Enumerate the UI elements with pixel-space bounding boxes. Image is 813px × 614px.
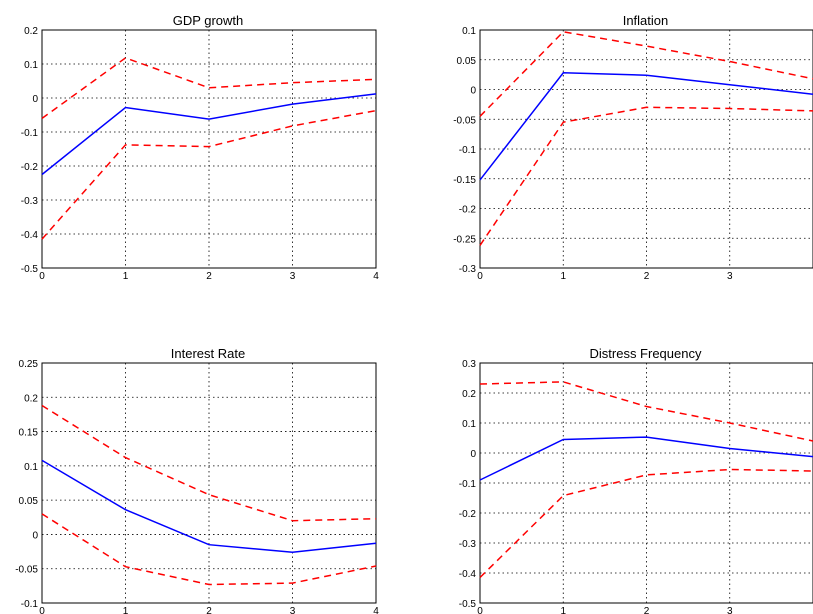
y-tick-label: -0.4 — [21, 230, 39, 241]
y-tick-label: -0.2 — [459, 509, 477, 520]
x-tick-label: 0 — [39, 606, 45, 614]
y-tick-label: 0.25 — [19, 359, 39, 370]
y-tick-label: 0.1 — [462, 419, 476, 430]
y-tick-label: 0.05 — [457, 56, 477, 67]
y-tick-label: -0.25 — [453, 234, 476, 245]
y-tick-label: -0.1 — [459, 145, 477, 156]
y-tick-label: 0.1 — [462, 26, 476, 37]
y-tick-label: -0.5 — [21, 264, 39, 275]
y-tick-label: 0.1 — [24, 462, 38, 473]
x-tick-label: 0 — [477, 271, 483, 282]
y-tick-label: 0.15 — [19, 428, 39, 439]
x-tick-label: 2 — [206, 271, 212, 282]
lower-band-line — [479, 468, 813, 579]
x-tick-label: 3 — [727, 271, 733, 282]
x-tick-label: 2 — [206, 606, 212, 614]
y-tick-label: 0 — [32, 94, 38, 105]
x-tick-label: 1 — [560, 271, 566, 282]
x-tick-label: 2 — [644, 606, 650, 614]
x-tick-label: 3 — [727, 606, 733, 614]
panel-interest-rate: -0.1 -0.05 0 0.05 0.1 0.15 0.2 0.25 0 1 2 3 4 Interes… — [15, 346, 379, 614]
x-tick-label: 3 — [290, 271, 296, 282]
y-tick-label: 0.3 — [462, 359, 476, 370]
impulse-response-line — [479, 436, 813, 481]
y-tick-label: -0.15 — [453, 175, 476, 186]
impulse-response-line — [41, 93, 377, 176]
axes-frame — [479, 29, 813, 269]
y-tick-label: 0.2 — [24, 26, 38, 37]
x-tick-label: 4 — [373, 606, 379, 614]
panel-gdp-growth: -0.5 -0.4 -0.3 -0.2 -0.1 0 0.1 0.2 0 1 2 3 4 GDP grow… — [21, 13, 379, 282]
lower-band-line — [41, 109, 377, 240]
y-tick-label: -0.1 — [459, 479, 477, 490]
panel-inflation: -0.3 -0.25 -0.2 -0.15 -0.1 -0.05 0 0.05 0.1 0 1 2 3 I… — [453, 13, 813, 282]
x-tick-label: 4 — [373, 271, 379, 282]
upper-band-line — [479, 30, 813, 117]
y-tick-label: -0.3 — [459, 264, 477, 275]
y-tick-label: 0.05 — [19, 496, 39, 507]
axes-frame — [41, 29, 377, 269]
y-tick-label: 0.2 — [462, 389, 476, 400]
panel-distress-frequency: -0.5 -0.4 -0.3 -0.2 -0.1 0 0.1 0.2 0.3 0 1 2 3 Distre… — [459, 346, 813, 614]
y-tick-label: -0.5 — [459, 599, 477, 610]
x-tick-label: 1 — [560, 606, 566, 614]
y-tick-label: -0.05 — [15, 565, 38, 576]
y-tick-label: 0.1 — [24, 60, 38, 71]
y-tick-label: -0.2 — [459, 205, 477, 216]
chart-title-interest-rate: Interest Rate — [171, 346, 245, 361]
y-tick-label: 0 — [470, 86, 476, 97]
upper-band-line — [479, 381, 813, 442]
y-tick-label: -0.3 — [459, 539, 477, 550]
impulse-response-line — [479, 72, 813, 181]
y-tick-label: -0.4 — [459, 569, 477, 580]
chart-title-gdp-growth: GDP growth — [173, 13, 244, 28]
lower-band-line — [479, 106, 813, 246]
y-tick-label: -0.05 — [453, 115, 476, 126]
chart-title-distress-frequency: Distress Frequency — [590, 346, 702, 361]
y-tick-label: 0 — [470, 449, 476, 460]
upper-band-line — [41, 57, 377, 120]
y-tick-label: -0.1 — [21, 599, 39, 610]
y-tick-label: -0.2 — [21, 162, 39, 173]
y-tick-label: -0.3 — [21, 196, 39, 207]
y-tick-label: -0.1 — [21, 128, 39, 139]
axes-frame — [479, 362, 813, 604]
lower-band-line — [41, 513, 377, 586]
x-tick-label: 3 — [290, 606, 296, 614]
x-tick-label: 1 — [123, 606, 129, 614]
impulse-response-line — [41, 459, 377, 554]
x-tick-label: 1 — [123, 271, 129, 282]
chart-title-inflation: Inflation — [623, 13, 669, 28]
x-tick-label: 2 — [644, 271, 650, 282]
y-tick-label: 0 — [32, 530, 38, 541]
axes-frame — [41, 362, 377, 604]
x-tick-label: 0 — [477, 606, 483, 614]
upper-band-line — [41, 404, 377, 522]
x-tick-label: 0 — [39, 271, 45, 282]
y-tick-label: 0.2 — [24, 393, 38, 404]
